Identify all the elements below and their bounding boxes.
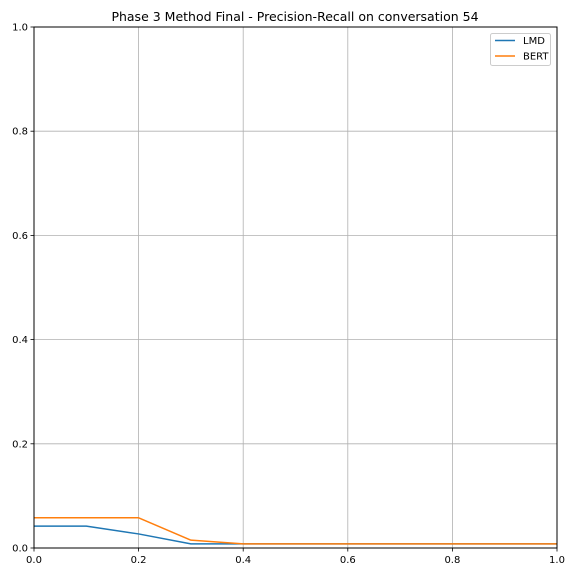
x-tick-label: 1.0 (549, 555, 565, 566)
x-tick-label: 0.8 (444, 555, 460, 566)
legend: LMD BERT (490, 33, 551, 66)
legend-box (490, 33, 551, 66)
chart-title: Phase 3 Method Final - Precision-Recall … (111, 9, 478, 24)
plot-area (33, 26, 558, 549)
axis-ticks: 0.0 0.2 0.4 0.6 0.8 1.0 0.0 0.2 0.4 0.6 0.8 1.0 (12, 23, 565, 567)
series-line-bert (34, 517, 557, 545)
x-tick-label: 0.6 (340, 555, 356, 566)
series-lines (34, 517, 557, 545)
y-tick-label: 0.6 (12, 231, 28, 242)
legend-label-bert: BERT (523, 52, 549, 63)
x-tick-label: 0.4 (235, 555, 251, 566)
legend-label-lmd: LMD (523, 36, 545, 47)
x-tick-label: 0.0 (26, 555, 42, 566)
x-tick-label: 0.2 (131, 555, 147, 566)
y-tick-label: 1.0 (12, 23, 28, 34)
y-tick-label: 0.0 (12, 544, 28, 555)
grid-lines (33, 26, 558, 549)
y-tick-label: 0.8 (12, 127, 28, 138)
y-tick-label: 0.2 (12, 439, 28, 450)
y-tick-label: 0.4 (12, 335, 28, 346)
series-line-lmd (34, 525, 557, 545)
